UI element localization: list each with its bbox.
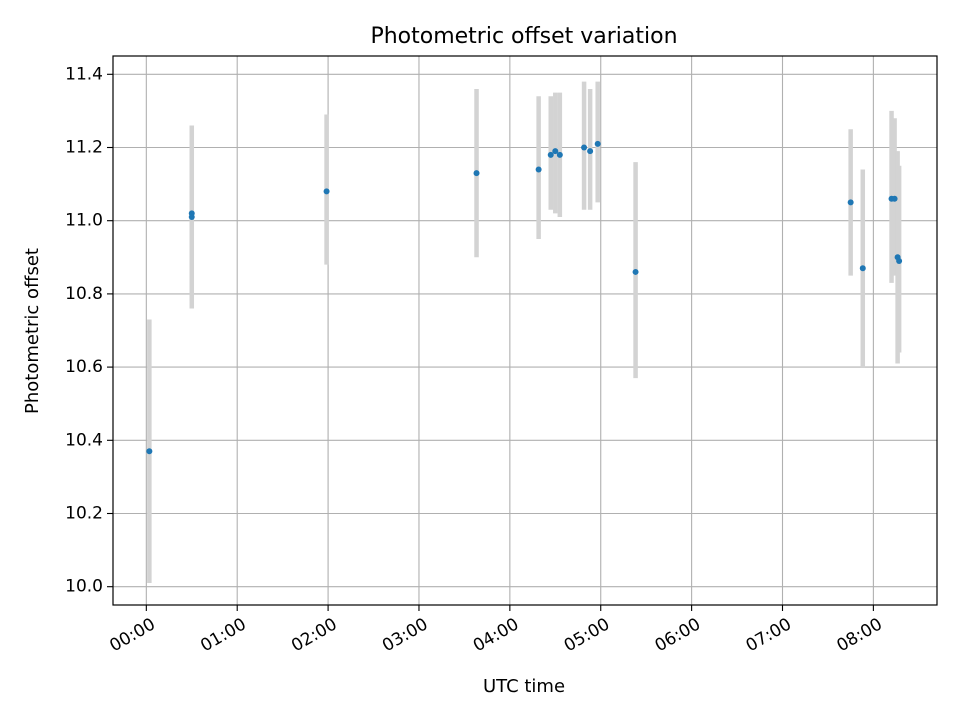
data-point bbox=[891, 195, 898, 202]
y-tick-label: 10.0 bbox=[65, 577, 103, 597]
y-axis-ticks: 10.0 10.2 10.4 10.6 10.8 11.0 11.2 11.4 bbox=[65, 64, 113, 597]
y-tick-label: 10.6 bbox=[65, 357, 103, 377]
data-point bbox=[547, 151, 554, 158]
data-point bbox=[632, 268, 639, 275]
chart-title: Photometric offset variation bbox=[370, 24, 677, 49]
y-tick-label: 10.8 bbox=[65, 284, 103, 304]
data-point bbox=[896, 257, 903, 264]
y-tick-label: 10.2 bbox=[65, 504, 103, 524]
point-layer bbox=[146, 140, 903, 455]
data-point bbox=[473, 170, 480, 177]
data-point bbox=[323, 188, 330, 195]
data-point bbox=[535, 166, 542, 173]
y-tick-label: 10.4 bbox=[65, 430, 103, 450]
grid-layer bbox=[113, 56, 937, 605]
data-point bbox=[556, 151, 563, 158]
data-point bbox=[587, 148, 594, 155]
data-point bbox=[594, 140, 601, 147]
data-point bbox=[859, 265, 866, 272]
data-point bbox=[581, 144, 588, 151]
y-tick-label: 11.2 bbox=[65, 138, 103, 158]
data-point bbox=[847, 199, 854, 206]
y-tick-label: 11.0 bbox=[65, 211, 103, 231]
data-point bbox=[552, 148, 559, 155]
y-axis-label: Photometric offset bbox=[22, 248, 43, 414]
y-tick-label: 11.4 bbox=[65, 64, 103, 84]
x-axis-label: UTC time bbox=[483, 676, 565, 697]
data-point bbox=[188, 210, 195, 217]
plot-area-frame bbox=[112, 55, 938, 606]
data-point bbox=[146, 448, 153, 455]
